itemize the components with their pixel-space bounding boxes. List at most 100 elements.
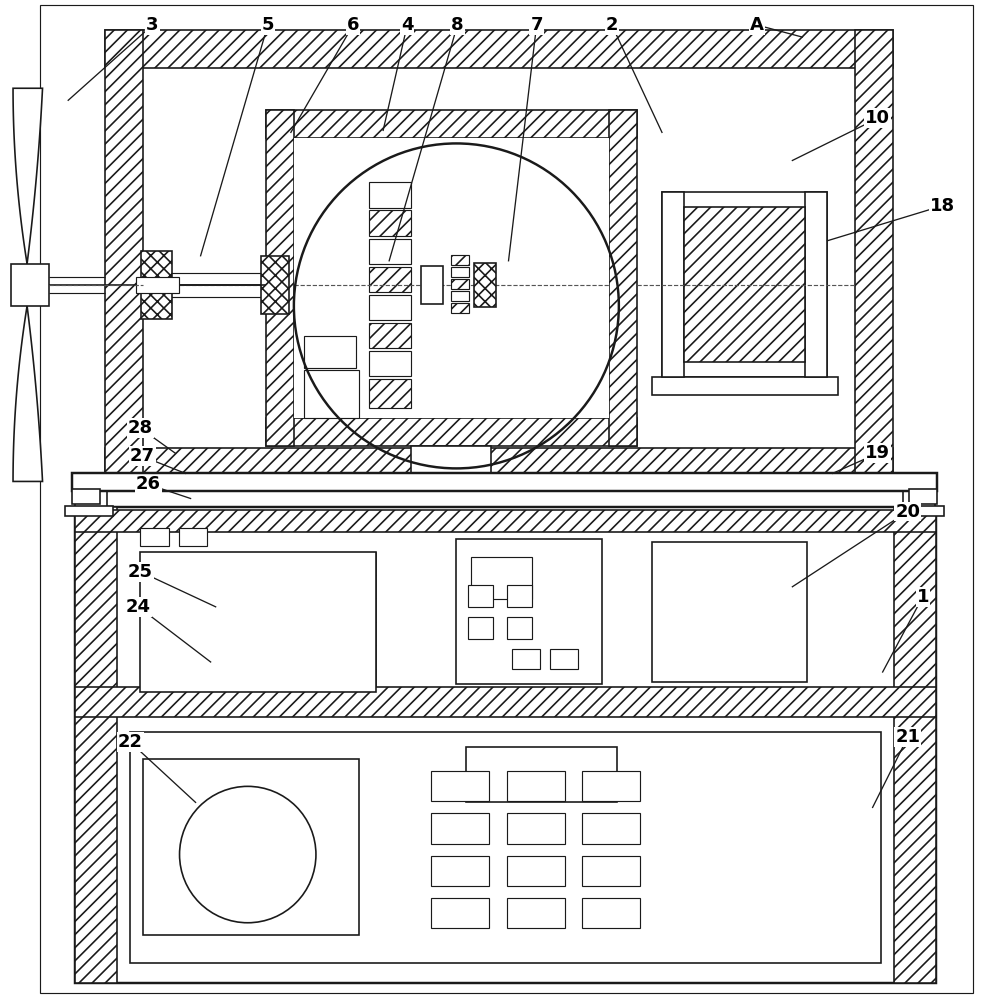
Text: 20: 20 [896,503,920,521]
Text: 24: 24 [126,598,150,616]
Text: 8: 8 [451,16,463,34]
Bar [140,552,376,692]
Bar [507,813,565,844]
Text: 7: 7 [531,16,543,34]
Bar [369,211,411,236]
Bar [72,473,937,491]
Bar [75,489,107,512]
Bar [896,506,944,516]
Bar [294,138,609,418]
Bar [141,251,172,319]
Bar [304,370,359,418]
Text: 21: 21 [896,728,920,746]
Polygon shape [13,88,42,264]
Bar [684,207,805,362]
Bar [369,239,411,264]
Text: 26: 26 [136,475,160,493]
Bar [451,279,469,289]
Bar [451,267,469,277]
Bar [391,474,512,486]
Bar [894,507,936,983]
Bar [75,507,117,983]
Bar [369,267,411,292]
Bar [411,446,491,486]
Text: 1: 1 [917,588,929,606]
Bar [582,771,640,801]
Bar [72,489,100,504]
Bar [507,771,565,801]
Bar [143,759,359,935]
Bar [909,489,937,504]
Bar [582,898,640,928]
Bar [662,192,684,377]
Bar [662,192,827,377]
Bar [304,336,356,368]
Text: 19: 19 [866,444,890,462]
Bar [105,30,143,486]
Bar [266,110,294,446]
Text: 18: 18 [930,197,956,215]
Circle shape [180,786,316,923]
Bar [550,649,578,669]
Bar [507,898,565,928]
Text: 5: 5 [262,16,274,34]
Bar [903,489,935,512]
Text: 10: 10 [866,109,890,127]
Text: 28: 28 [127,419,153,437]
Bar [652,542,807,682]
Bar [474,263,496,307]
Bar [369,323,411,348]
Bar [266,418,637,446]
Bar [456,539,602,684]
Bar [468,617,493,639]
Bar [451,303,469,313]
Bar [136,277,179,293]
Bar [369,379,411,408]
Bar [369,295,411,320]
Bar [451,255,469,265]
Bar [11,264,49,306]
Bar [507,585,532,607]
Bar [266,110,637,138]
Bar [140,528,169,546]
Bar [471,557,532,599]
Bar [65,506,113,516]
Bar [512,649,540,669]
Bar [143,68,855,448]
Bar [451,291,469,301]
Bar [130,732,881,963]
Bar [805,192,827,377]
Bar [261,256,289,314]
Text: 25: 25 [128,563,152,581]
Bar [75,507,936,983]
Bar [582,813,640,844]
Text: 4: 4 [401,16,413,34]
Text: 2: 2 [606,16,618,34]
Text: 22: 22 [118,733,142,751]
Bar [75,510,936,532]
Bar [421,266,443,304]
Bar [582,856,640,886]
Bar [431,856,489,886]
Bar [507,856,565,886]
Bar [431,898,489,928]
Text: 27: 27 [130,447,154,465]
Polygon shape [13,306,42,481]
Bar [75,687,936,717]
Bar [369,351,411,376]
Bar [431,813,489,844]
Text: 3: 3 [146,16,158,34]
Bar [369,183,411,208]
Bar [468,585,493,607]
Text: A: A [750,16,764,34]
Bar [507,617,532,639]
Bar [179,528,207,546]
Text: 6: 6 [347,16,359,34]
Bar [652,377,838,395]
Bar [105,448,893,486]
Bar [105,30,893,68]
Bar [855,30,893,486]
Bar [466,747,617,802]
Bar [609,110,637,446]
Bar [431,771,489,801]
